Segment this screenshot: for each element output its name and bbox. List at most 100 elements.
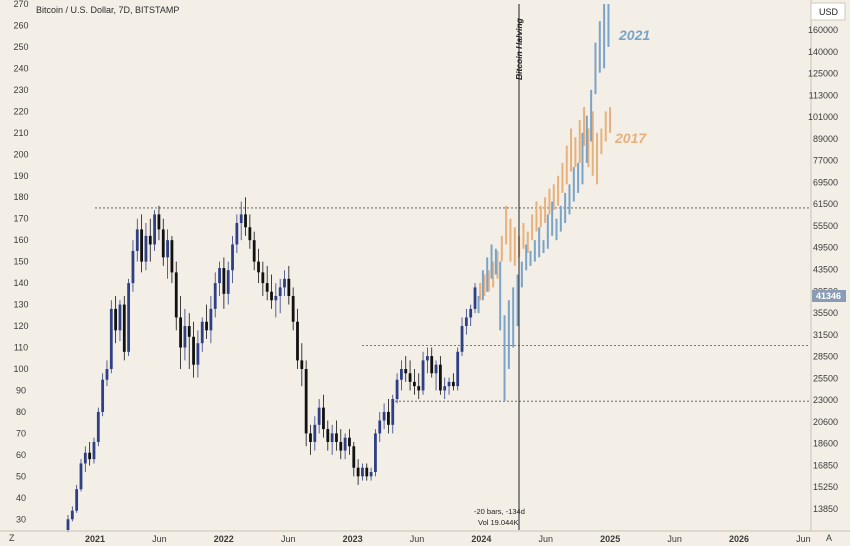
candle-body: [326, 429, 330, 442]
right-axis-tick: 25500: [813, 373, 838, 383]
candle-body: [118, 304, 122, 331]
right-axis-tick: 13850: [813, 504, 838, 514]
candle-body: [304, 368, 308, 434]
right-axis-tick: 23000: [813, 395, 838, 405]
price-bars: [66, 197, 477, 533]
candle-body: [96, 411, 100, 442]
right-axis-tick: 125000: [808, 69, 838, 79]
left-axis-tick: 260: [13, 20, 28, 30]
candle-body: [261, 272, 265, 284]
auto-scale-corner[interactable]: A: [826, 533, 832, 543]
left-axis-tick: 30: [16, 514, 26, 524]
candle-body: [122, 304, 126, 352]
candle-body: [391, 399, 395, 425]
left-axis-tick: 120: [13, 321, 28, 331]
left-axis-tick: 200: [13, 149, 28, 159]
candle-body: [166, 240, 169, 258]
left-axis-tick: 240: [13, 63, 28, 73]
right-axis-tick: 28500: [813, 352, 838, 362]
left-axis-tick: 190: [13, 171, 28, 181]
x-axis-tick: 2021: [85, 534, 105, 544]
candle-body: [430, 356, 434, 374]
zoom-left-corner[interactable]: Z: [9, 533, 15, 543]
candle-body: [192, 336, 195, 365]
candle-body: [174, 272, 178, 318]
left-axis-tick: 50: [16, 471, 26, 481]
candle-body: [187, 326, 191, 337]
right-axis-tick: 61500: [813, 199, 838, 209]
crosshair-bars: -20 bars, -134d: [474, 507, 525, 516]
candle-body: [408, 373, 412, 382]
right-axis-tick: 69500: [813, 177, 838, 187]
candle-body: [83, 452, 87, 464]
candle-body: [270, 291, 273, 301]
left-axis-tick: 160: [13, 235, 28, 245]
crosshair-volume: Vol 19.044K: [478, 518, 518, 527]
candle-body: [235, 222, 239, 245]
candle-body: [425, 356, 429, 361]
x-axis-tick: Jun: [152, 534, 167, 544]
candle-body: [92, 441, 96, 460]
candle-body: [153, 214, 156, 245]
candle-body: [348, 437, 351, 447]
right-axis-tick: 140000: [808, 47, 838, 57]
candle-body: [135, 229, 139, 251]
x-axis-tick: Jun: [796, 534, 811, 544]
candle-body: [434, 364, 438, 374]
last-price-badge: [812, 290, 846, 302]
candle-body: [114, 308, 118, 331]
candle-body: [140, 229, 144, 262]
halving-label: Bitcoin Halving: [514, 17, 524, 80]
candle-body: [88, 452, 92, 460]
right-axis-tick: 16850: [813, 460, 838, 470]
right-axis-tick: 18600: [813, 439, 838, 449]
left-axis-tick: 230: [13, 85, 28, 95]
candle-body: [309, 433, 312, 442]
projection-2021-label: 2021: [618, 27, 650, 43]
candle-body: [200, 321, 204, 344]
candle-body: [291, 295, 295, 322]
candle-body: [226, 270, 230, 294]
candle-body: [443, 386, 447, 391]
candle-body: [179, 317, 182, 348]
candle-body: [205, 321, 208, 331]
x-axis-tick: 2022: [214, 534, 234, 544]
candle-body: [144, 235, 148, 262]
candle-body: [148, 235, 152, 245]
candle-body: [300, 360, 304, 369]
candle-body: [66, 519, 70, 530]
candle-body: [404, 368, 408, 374]
left-axis-tick: 170: [13, 214, 28, 224]
candle-body: [378, 420, 382, 434]
x-axis-tick: Jun: [281, 534, 296, 544]
candle-body: [248, 227, 252, 241]
usd-unit-box[interactable]: [810, 2, 846, 21]
candle-body: [464, 317, 468, 327]
candle-body: [75, 489, 79, 511]
candle-body: [456, 351, 460, 387]
candle-body: [438, 364, 442, 391]
x-axis-tick: Jun: [410, 534, 425, 544]
candle-body: [161, 229, 165, 258]
candle-body: [196, 343, 200, 365]
left-axis-tick: 90: [16, 385, 26, 395]
candle-body: [105, 368, 109, 380]
left-axis-tick: 40: [16, 493, 26, 503]
candle-body: [451, 381, 455, 387]
candle-body: [218, 268, 221, 284]
candle-body: [374, 433, 377, 473]
right-axis-tick: 101000: [808, 112, 838, 122]
left-axis-tick: 210: [13, 128, 28, 138]
candle-body: [127, 283, 131, 352]
candle-body: [421, 360, 425, 391]
left-axis-tick: 180: [13, 192, 28, 202]
right-axis-tick: 15250: [813, 482, 838, 492]
x-axis-tick: Jun: [539, 534, 554, 544]
candle-body: [209, 308, 213, 331]
candle-body: [278, 287, 282, 296]
x-axis-tick: 2025: [600, 534, 620, 544]
candle-body: [70, 510, 74, 520]
